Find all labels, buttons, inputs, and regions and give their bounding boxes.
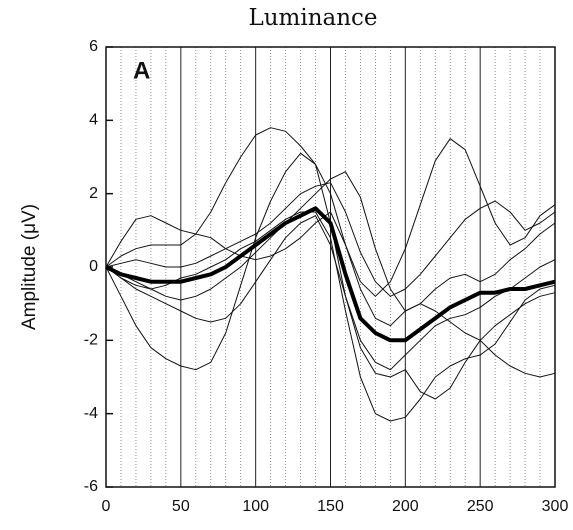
x-tick-label: 200 [392, 498, 419, 515]
x-tick-label: 50 [172, 498, 190, 515]
y-tick-label: -4 [84, 405, 98, 422]
series-line [105, 182, 556, 297]
series-line [105, 171, 556, 312]
series-line [105, 211, 556, 422]
y-tick-label: 2 [89, 185, 98, 202]
chart-title: Luminance [248, 5, 377, 31]
x-tick-label: 0 [102, 498, 111, 515]
y-tick-label: 0 [89, 258, 98, 275]
y-tick-label: -2 [84, 332, 98, 349]
panel-label: A [133, 57, 150, 84]
x-tick-label: 150 [317, 498, 344, 515]
x-tick-label: 250 [467, 498, 494, 515]
y-tick-label: -6 [84, 478, 98, 495]
y-tick-label: 6 [89, 38, 98, 55]
series-line [105, 206, 556, 343]
x-tick-label: 300 [542, 498, 569, 515]
series-line [105, 138, 556, 297]
y-tick-label: 4 [89, 112, 98, 129]
series-line [105, 215, 556, 400]
x-tick-label: 100 [242, 498, 269, 515]
y-axis-label: Amplitude (μV) [19, 204, 40, 330]
